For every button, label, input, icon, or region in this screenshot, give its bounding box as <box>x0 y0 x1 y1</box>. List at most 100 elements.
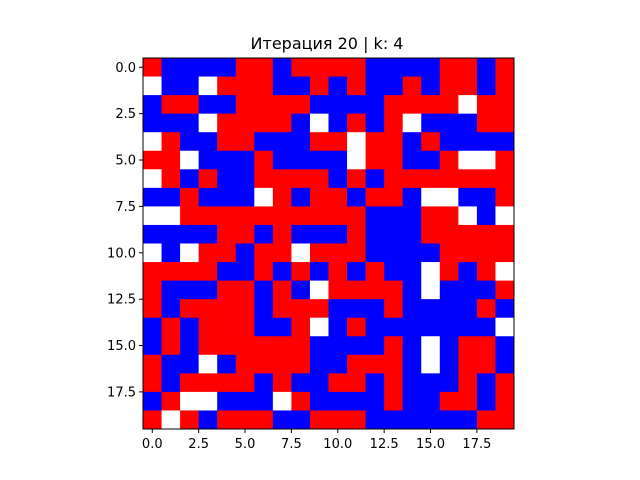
heatmap-cell <box>217 299 237 319</box>
heatmap-cell <box>476 113 496 133</box>
heatmap-cell <box>458 224 478 244</box>
heatmap-cell <box>421 410 441 430</box>
heatmap-cell <box>217 58 237 77</box>
heatmap-cell <box>217 132 237 152</box>
heatmap-cell <box>217 76 237 96</box>
heatmap-cell <box>458 132 478 152</box>
heatmap-cell <box>291 336 311 356</box>
heatmap-cell <box>476 169 496 189</box>
heatmap-cell <box>198 150 218 170</box>
heatmap-cell <box>254 336 274 356</box>
heatmap-cell <box>458 206 478 226</box>
heatmap-cell <box>365 410 385 430</box>
heatmap-cell <box>143 317 162 337</box>
heatmap-cell <box>421 95 441 115</box>
heatmap-cell <box>180 76 200 96</box>
heatmap-cell <box>365 224 385 244</box>
heatmap-cell <box>235 187 255 207</box>
heatmap-cell <box>235 317 255 337</box>
heatmap-cell <box>309 262 329 281</box>
heatmap-cell <box>217 150 237 170</box>
heatmap-cell <box>495 391 515 411</box>
heatmap-cell <box>476 299 496 319</box>
heatmap-cell <box>328 206 348 226</box>
heatmap-cell <box>495 410 515 430</box>
heatmap-cell <box>476 280 496 300</box>
heatmap-cell <box>180 373 200 393</box>
heatmap-cell <box>421 280 441 300</box>
heatmap-cell <box>291 169 311 189</box>
heatmap-cell <box>291 187 311 207</box>
heatmap-cell <box>402 95 422 115</box>
heatmap-cell <box>476 262 496 281</box>
heatmap-cell <box>439 58 459 77</box>
heatmap-cell <box>384 206 404 226</box>
heatmap-cell <box>291 391 311 411</box>
heatmap-cell <box>439 76 459 96</box>
heatmap-cell <box>402 206 422 226</box>
heatmap-cell <box>476 150 496 170</box>
heatmap-cell <box>476 224 496 244</box>
heatmap-cell <box>384 410 404 430</box>
heatmap-cell <box>347 410 366 430</box>
x-tick-label: 15.0 <box>416 437 445 452</box>
heatmap-cell <box>384 76 404 96</box>
heatmap-cell <box>476 243 496 263</box>
heatmap-cell <box>384 224 404 244</box>
heatmap-cell <box>309 76 329 96</box>
x-tick-label: 10.0 <box>323 437 352 452</box>
heatmap-cell <box>365 150 385 170</box>
heatmap-cell <box>384 299 404 319</box>
heatmap-cell <box>272 354 292 374</box>
heatmap-cell <box>347 299 366 319</box>
heatmap-cell <box>347 373 366 393</box>
heatmap-cell <box>309 169 329 189</box>
heatmap-cell <box>235 243 255 263</box>
heatmap-cell <box>161 132 181 152</box>
heatmap-cell <box>161 76 181 96</box>
heatmap-cell <box>309 113 329 133</box>
heatmap-cell <box>495 187 515 207</box>
heatmap-cell <box>458 373 478 393</box>
heatmap-cell <box>495 280 515 300</box>
heatmap-cell <box>384 169 404 189</box>
heatmap-cell <box>328 317 348 337</box>
heatmap-cell <box>439 299 459 319</box>
heatmap-cell <box>309 373 329 393</box>
heatmap-cell <box>161 262 181 281</box>
heatmap-cell <box>328 132 348 152</box>
y-tick-label: 10.0 <box>107 246 136 261</box>
heatmap-cell <box>384 187 404 207</box>
heatmap-cell <box>402 113 422 133</box>
heatmap-cell <box>458 410 478 430</box>
heatmap-cell <box>439 391 459 411</box>
heatmap-cell <box>235 150 255 170</box>
heatmap-cell <box>495 206 515 226</box>
heatmap-cell <box>421 336 441 356</box>
heatmap-cell <box>161 187 181 207</box>
heatmap-cell <box>458 243 478 263</box>
heatmap-cell <box>384 150 404 170</box>
chart-title: Итерация 20 | k: 4 <box>251 34 404 53</box>
heatmap-cell <box>476 391 496 411</box>
heatmap-cell <box>309 132 329 152</box>
heatmap-cell <box>235 58 255 77</box>
heatmap-cell <box>143 206 162 226</box>
heatmap-cell <box>161 317 181 337</box>
heatmap-cell <box>143 58 162 77</box>
heatmap-cell <box>180 317 200 337</box>
heatmap-cell <box>161 299 181 319</box>
heatmap-cell <box>254 373 274 393</box>
heatmap-cell <box>180 58 200 77</box>
heatmap-cell <box>328 299 348 319</box>
heatmap-cell <box>291 243 311 263</box>
heatmap-cell <box>235 373 255 393</box>
heatmap-cell <box>347 354 366 374</box>
heatmap-cell <box>198 76 218 96</box>
heatmap-cell <box>161 354 181 374</box>
heatmap-cell <box>180 354 200 374</box>
heatmap-cell <box>328 373 348 393</box>
heatmap-cell <box>309 336 329 356</box>
heatmap-cell <box>254 150 274 170</box>
